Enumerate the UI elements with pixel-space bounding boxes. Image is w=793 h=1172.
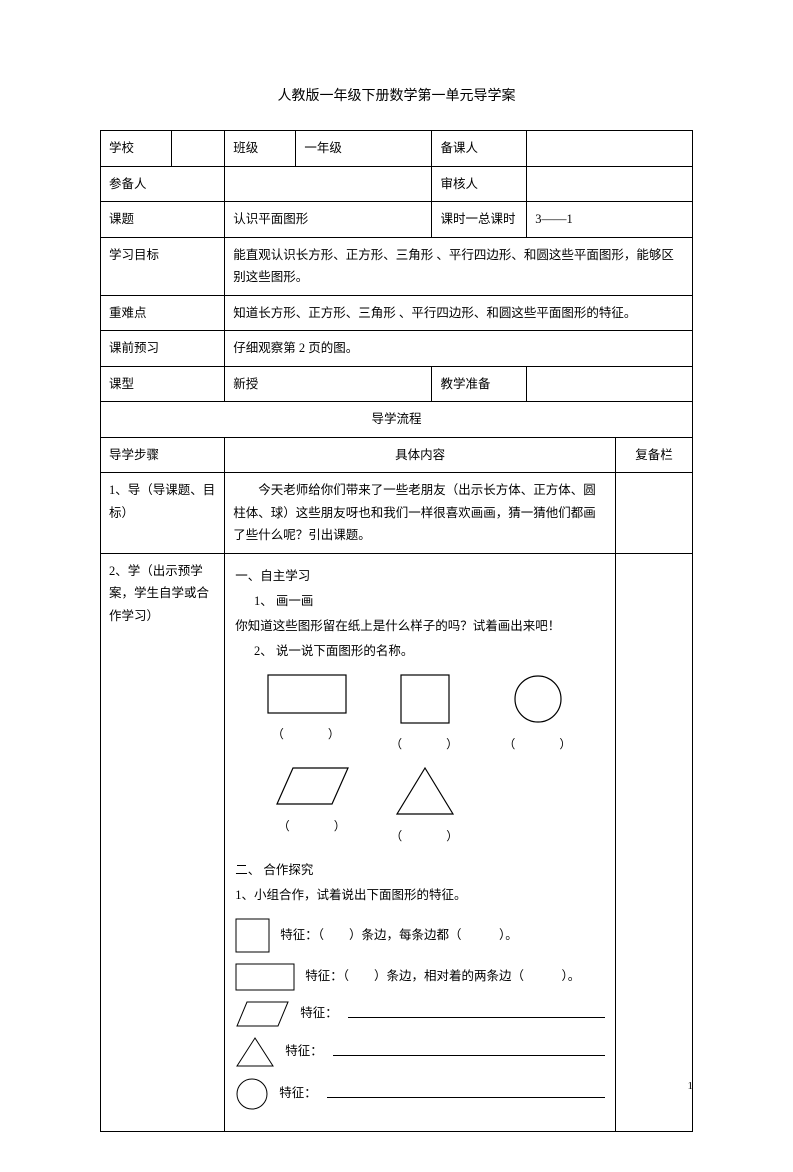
table-row: 2、学（出示预学案，学生自学或合作学习） 一、自主学习 1、 画一画 你知道这些…	[101, 553, 693, 1131]
feature-text-2: 特征：（ ）条边，相对着的两条边（ ）。	[305, 964, 580, 989]
name-shapes-heading: 2、 说一说下面图形的名称。	[235, 639, 605, 664]
val-topic: 认识平面图形	[225, 202, 432, 238]
val-teachprep	[527, 366, 693, 402]
table-row: 1、导（导课题、目标） 今天老师给你们带来了一些老朋友（出示长方体、正方体、圆柱…	[101, 473, 693, 554]
square-icon	[400, 674, 450, 724]
label-topic: 课题	[101, 202, 225, 238]
draw-text: 你知道这些图形留在纸上是什么样子的吗？试着画出来吧！	[235, 614, 605, 639]
feature-text-3: 特征：	[300, 1001, 338, 1026]
val-period: 3——1	[527, 202, 693, 238]
label-preview: 课前预习	[101, 331, 225, 367]
page-number: 1	[688, 1080, 694, 1092]
label-class: 班级	[225, 131, 296, 167]
label-notes: 复备栏	[616, 437, 693, 473]
table-row: 参备人 审核人	[101, 166, 693, 202]
paren-blank: （ ）	[390, 824, 460, 848]
paren-blank: （ ）	[390, 732, 460, 756]
table-row: 学校 班级 一年级 备课人	[101, 131, 693, 167]
flow-header: 导学流程	[101, 402, 693, 438]
feature-text-4: 特征：	[285, 1039, 323, 1064]
coop-text: 1、小组合作，试着说出下面图形的特征。	[235, 883, 605, 908]
table-row: 课型 新授 教学准备	[101, 366, 693, 402]
blank-line	[348, 1017, 605, 1018]
step1-content: 今天老师给你们带来了一些老朋友（出示长方体、正方体、圆柱体、球）这些朋友呀也和我…	[225, 473, 616, 554]
val-school	[172, 131, 225, 167]
val-goal: 能直观认识长方形、正方形、三角形 、平行四边形、和圆这些平面图形，能够区别这些图…	[225, 237, 693, 295]
val-coprep	[225, 166, 432, 202]
label-school: 学校	[101, 131, 172, 167]
lesson-table: 学校 班级 一年级 备课人 参备人 审核人 课题 认识平面图形 课时一总课时 3…	[100, 130, 693, 1132]
blank-line	[327, 1097, 605, 1098]
feature-rectangle: 特征：（ ）条边，相对着的两条边（ ）。	[235, 963, 605, 991]
label-reviewer: 审核人	[432, 166, 527, 202]
shapes-row-1: （ ） （ ） （ ）	[235, 674, 605, 756]
section-self-study: 一、自主学习	[235, 564, 605, 589]
step2-notes	[616, 553, 693, 1131]
paren-blank: （ ）	[503, 732, 573, 756]
table-row: 课题 认识平面图形 课时一总课时 3——1	[101, 202, 693, 238]
feature-text-1: 特征：（ ）条边，每条边都（ ）。	[280, 923, 518, 948]
step2-label: 2、学（出示预学案，学生自学或合作学习）	[101, 553, 225, 1131]
draw-heading: 1、 画一画	[235, 589, 605, 614]
val-preparer	[527, 131, 693, 167]
label-type: 课型	[101, 366, 225, 402]
blank-line	[333, 1055, 605, 1056]
label-goal: 学习目标	[101, 237, 225, 295]
step1-notes	[616, 473, 693, 554]
label-keypoint: 重难点	[101, 295, 225, 331]
table-row: 学习目标 能直观认识长方形、正方形、三角形 、平行四边形、和圆这些平面图形，能够…	[101, 237, 693, 295]
step1-label: 1、导（导课题、目标）	[101, 473, 225, 554]
table-row: 重难点 知道长方形、正方形、三角形 、平行四边形、和圆这些平面图形的特征。	[101, 295, 693, 331]
rectangle-icon	[267, 674, 347, 714]
triangle-small-icon	[235, 1037, 275, 1067]
label-period: 课时一总课时	[432, 202, 527, 238]
label-step: 导学步骤	[101, 437, 225, 473]
rectangle-small-icon	[235, 963, 295, 991]
label-teachprep: 教学准备	[432, 366, 527, 402]
section-coop: 二、 合作探究	[235, 858, 605, 883]
square-small-icon	[235, 918, 270, 953]
document-title: 人教版一年级下册数学第一单元导学案	[100, 85, 693, 105]
label-coprep: 参备人	[101, 166, 225, 202]
val-type: 新授	[225, 366, 432, 402]
feature-text-5: 特征：	[279, 1081, 317, 1106]
paren-blank: （ ）	[278, 814, 348, 838]
table-row: 导学步骤 具体内容 复备栏	[101, 437, 693, 473]
val-keypoint: 知道长方形、正方形、三角形 、平行四边形、和圆这些平面图形的特征。	[225, 295, 693, 331]
shapes-row-2: （ ） （ ）	[235, 766, 605, 848]
feature-square: 特征：（ ）条边，每条边都（ ）。	[235, 918, 605, 953]
parallelogram-icon	[275, 766, 350, 806]
circle-icon	[513, 674, 563, 724]
val-reviewer	[527, 166, 693, 202]
paren-blank: （ ）	[272, 722, 342, 746]
val-preview: 仔细观察第 2 页的图。	[225, 331, 693, 367]
feature-triangle: 特征：	[235, 1037, 605, 1067]
val-class: 一年级	[296, 131, 432, 167]
feature-circle: 特征：	[235, 1077, 605, 1111]
triangle-icon	[395, 766, 455, 816]
circle-small-icon	[235, 1077, 269, 1111]
parallelogram-small-icon	[235, 1001, 290, 1027]
table-row: 导学流程	[101, 402, 693, 438]
label-preparer: 备课人	[432, 131, 527, 167]
table-row: 课前预习 仔细观察第 2 页的图。	[101, 331, 693, 367]
label-content: 具体内容	[225, 437, 616, 473]
step2-content: 一、自主学习 1、 画一画 你知道这些图形留在纸上是什么样子的吗？试着画出来吧！…	[225, 553, 616, 1131]
feature-parallelogram: 特征：	[235, 1001, 605, 1027]
